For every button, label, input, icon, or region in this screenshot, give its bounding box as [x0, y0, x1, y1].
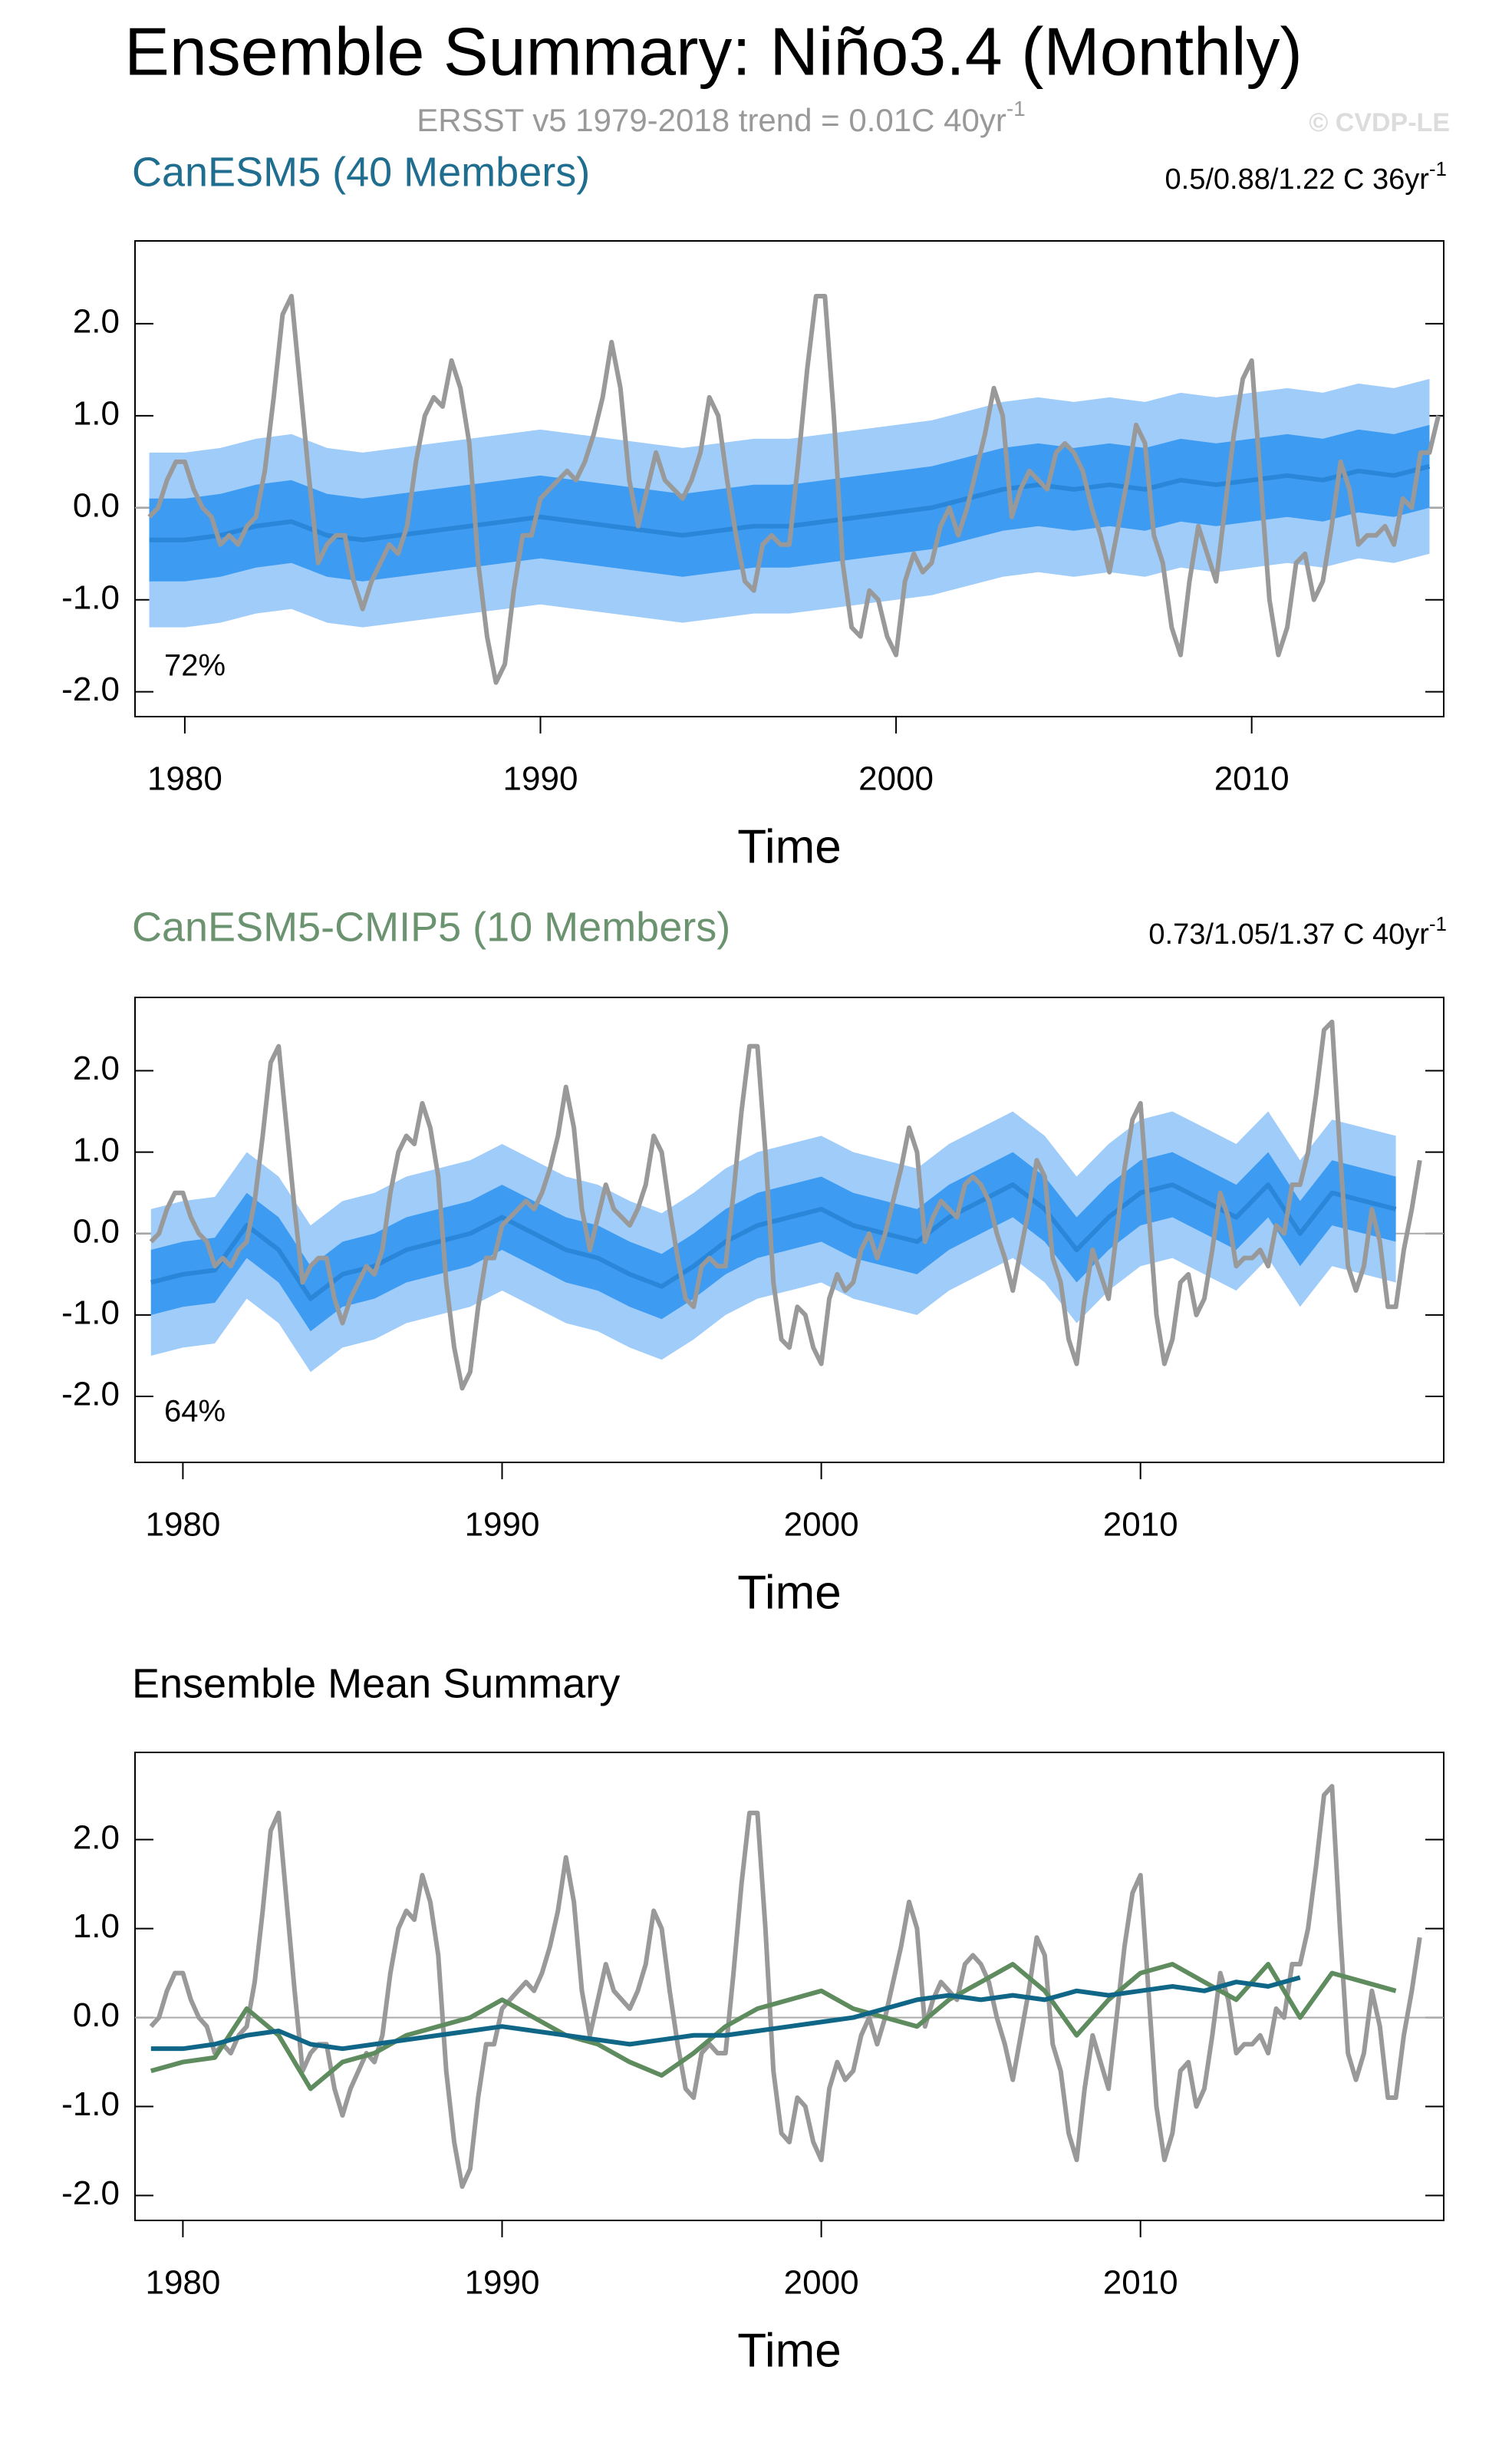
plot-area: [149, 1019, 1422, 1391]
y-tick-label: -1.0: [61, 2085, 120, 2123]
subtitle-text: ERSST v5 1979-2018 trend = 0.01C 40yr: [417, 102, 1006, 138]
stats-text: 0.73/1.05/1.37 C 40yr: [1148, 918, 1429, 951]
member-percent: 64%: [164, 1395, 226, 1429]
x-tick-label: 1990: [465, 1506, 540, 1544]
y-tick-label: 0.0: [73, 486, 120, 524]
y-tick-label: 1.0: [73, 394, 120, 432]
panel-title: CanESM5-CMIP5 (10 Members): [132, 904, 730, 950]
x-axis-label: Time: [737, 1566, 841, 1619]
y-tick-label: 0.0: [73, 1996, 120, 2034]
x-tick-label: 2010: [1103, 2264, 1178, 2302]
panel-stats: 0.5/0.88/1.22 C 36yr-1: [1165, 157, 1447, 196]
x-tick-label: 1980: [145, 2264, 220, 2302]
y-tick-label: -1.0: [61, 579, 120, 616]
y-tick-label: 2.0: [73, 303, 120, 341]
series-line: [147, 293, 1441, 685]
x-axis-label: Time: [737, 820, 841, 873]
y-tick-label: 2.0: [73, 1818, 120, 1856]
panel-stats: 0.73/1.05/1.37 C 40yr-1: [1148, 912, 1447, 951]
x-tick-label: 2000: [784, 1506, 859, 1544]
x-axis-label: Time: [737, 2324, 841, 2377]
stats-sup: -1: [1429, 912, 1447, 935]
panel-title: CanESM5 (40 Members): [132, 149, 590, 195]
member-percent: 72%: [164, 649, 226, 683]
plot-area: [147, 293, 1441, 685]
series-line: [149, 1019, 1422, 1391]
y-tick-label: -2.0: [61, 1376, 120, 1413]
series-line: [150, 1962, 1397, 2092]
y-tick-label: 1.0: [73, 1131, 120, 1169]
main-title: Ensemble Summary: Niño3.4 (Monthly): [124, 13, 1303, 89]
x-tick-label: 1980: [147, 760, 222, 798]
x-tick-label: 1990: [503, 760, 578, 798]
series-line: [150, 1182, 1397, 1301]
stats-text: 0.5/0.88/1.22 C 36yr: [1165, 163, 1430, 196]
x-tick-label: 2010: [1103, 1506, 1178, 1544]
x-tick-label: 2000: [784, 2264, 859, 2302]
plot-frame: [134, 997, 1444, 1463]
subtitle: ERSST v5 1979-2018 trend = 0.01C 40yr-1: [417, 97, 1025, 138]
x-tick-label: 2010: [1214, 760, 1290, 798]
series-line: [150, 1975, 1301, 2052]
x-tick-label: 2000: [858, 760, 934, 798]
plot-frame: [134, 240, 1444, 717]
x-tick-label: 1990: [465, 2264, 540, 2302]
stats-sup: -1: [1429, 157, 1447, 180]
plot-area: [149, 1784, 1422, 2189]
credit: © CVDP-LE: [1309, 108, 1450, 137]
y-tick-label: -1.0: [61, 1294, 120, 1332]
subtitle-sup: -1: [1006, 97, 1026, 120]
x-tick-label: 1980: [145, 1506, 220, 1544]
panel-title: Ensemble Mean Summary: [132, 1660, 620, 1706]
plot-frame: [134, 1752, 1444, 2221]
y-tick-label: -2.0: [61, 2174, 120, 2212]
y-tick-label: 2.0: [73, 1050, 120, 1087]
spread-band: [150, 1152, 1396, 1332]
series-line: [149, 1784, 1422, 2189]
spread-band: [149, 424, 1430, 582]
y-tick-label: 0.0: [73, 1212, 120, 1250]
y-tick-label: 1.0: [73, 1907, 120, 1945]
y-tick-label: -2.0: [61, 671, 120, 708]
